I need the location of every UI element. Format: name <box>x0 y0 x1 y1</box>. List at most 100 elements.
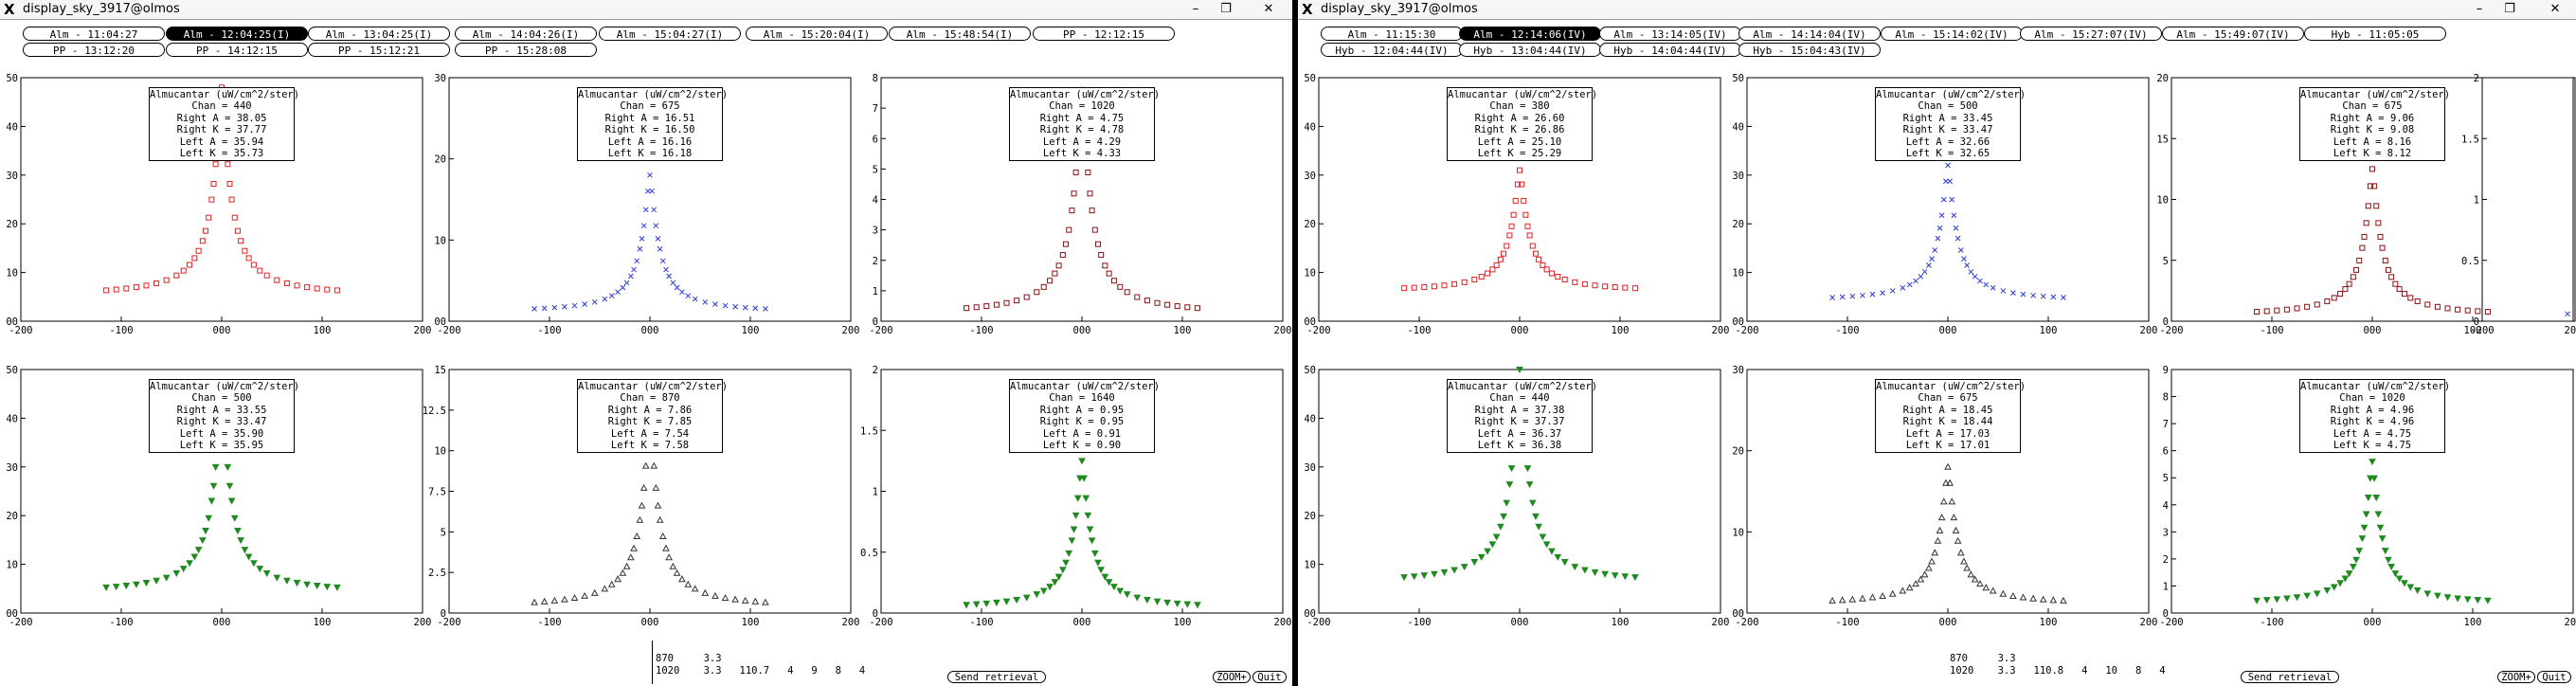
tab-alm-14-14-04-iv[interactable]: Alm - 14:14:04(IV) <box>1738 27 1881 41</box>
data-point <box>2391 570 2400 578</box>
data-point <box>323 584 332 591</box>
tab-alm-14-04-26-i[interactable]: Alm - 14:04:26(I) <box>455 27 597 41</box>
x-tick-label: -100 <box>2260 617 2283 628</box>
tab-alm-15-49-07-iv[interactable]: Alm - 15:49:07(IV) <box>2162 27 2304 41</box>
data-point <box>1488 541 1497 549</box>
restore-icon[interactable]: ❐ <box>2504 2 2515 16</box>
tab-pp-15-12-21[interactable]: PP - 15:12:21 <box>308 43 450 57</box>
y-tick-label: 8 <box>2163 392 2169 404</box>
tab-hyb-15-04-43-iv[interactable]: Hyb - 15:04:43(IV) <box>1738 43 1881 57</box>
x-tick-label: 200 <box>414 325 432 336</box>
data-point <box>1123 591 1131 599</box>
tab-alm-15-20-04-i[interactable]: Alm - 15:20:04(I) <box>746 27 888 41</box>
data-point <box>1946 478 1954 486</box>
x-logo-icon: X <box>1302 1 1313 18</box>
data-point <box>607 580 616 587</box>
tab-pp-12-12-15[interactable]: PP - 12:12:15 <box>1033 27 1175 41</box>
tab-alm-11-15-30[interactable]: Alm - 11:15:30 <box>1321 27 1463 41</box>
tab-alm-15-48-54-i[interactable]: Alm - 15:48:54(I) <box>889 27 1031 41</box>
data-point <box>1961 256 1967 262</box>
data-point <box>1906 281 1913 288</box>
data-point <box>712 301 718 307</box>
tab-alm-12-04-25-i[interactable]: Alm - 12:04:25(I) <box>166 27 308 41</box>
data-point <box>1461 279 1468 285</box>
tab-pp-13-12-20[interactable]: PP - 13:12:20 <box>23 43 165 57</box>
data-point <box>2401 291 2407 298</box>
data-point <box>2382 258 2388 264</box>
tab-alm-12-14-06-iv[interactable]: Alm - 12:14:06(IV) <box>1459 27 1601 41</box>
data-point <box>762 598 769 605</box>
window-divider <box>1292 0 1298 686</box>
data-point <box>1926 262 1932 268</box>
tab-alm-15-27-07-iv[interactable]: Alm - 15:27:07(IV) <box>2020 27 2162 41</box>
data-point <box>1497 523 1504 531</box>
data-point <box>1935 235 1941 242</box>
tab-alm-15-04-27-i[interactable]: Alm - 15:04:27(I) <box>599 27 741 41</box>
close-icon[interactable]: ✕ <box>2549 2 2561 16</box>
tab-alm-13-14-05-iv[interactable]: Alm - 13:14:05(IV) <box>1599 27 1741 41</box>
tab-alm-15-14-02-iv[interactable]: Alm - 15:14:02(IV) <box>1881 27 2023 41</box>
data-point <box>637 245 643 252</box>
info-right-a: Right A = 0.95 <box>1039 404 1125 416</box>
data-point <box>2049 596 2058 604</box>
info-title: Almucantar (uW/cm^2/ster) <box>150 89 300 100</box>
info-chan: Chan = 1020 <box>1049 100 1115 113</box>
data-point <box>163 277 170 283</box>
quit-button[interactable]: Quit <box>2537 671 2571 683</box>
data-point <box>1572 279 1578 285</box>
tab-hyb-12-04-44-iv[interactable]: Hyb - 12:04:44(IV) <box>1321 43 1463 57</box>
tab-hyb-14-04-44-iv[interactable]: Hyb - 14:04:44(IV) <box>1599 43 1741 57</box>
close-icon[interactable]: ✕ <box>1263 2 1274 16</box>
x-tick-label: 200 <box>414 617 432 628</box>
data-point <box>647 172 653 178</box>
y-tick-label: 0 <box>2474 316 2479 328</box>
data-point <box>1519 181 1525 188</box>
info-right-a: Right A = 4.96 <box>2330 404 2415 416</box>
y-tick-label: 3 <box>873 226 878 237</box>
x-tick-label: -100 <box>2260 325 2283 336</box>
zoom-button[interactable]: ZOOM+ <box>1213 671 1251 683</box>
info-right-k: Right K = 37.37 <box>1474 416 1565 428</box>
data-point <box>313 583 321 590</box>
y-tick-label: 15 <box>434 365 446 376</box>
minimize-icon[interactable]: – <box>2476 2 2483 16</box>
zoom-button[interactable]: ZOOM+ <box>2497 671 2535 683</box>
tab-hyb-11-05-05[interactable]: Hyb - 11:05:05 <box>2304 27 2446 41</box>
send-retrieval-button[interactable]: Send retrieval <box>947 671 1046 683</box>
data-point <box>206 214 212 221</box>
x-tick-label: 200 <box>2140 325 2158 336</box>
tab-hyb-13-04-44-iv[interactable]: Hyb - 13:04:44(IV) <box>1459 43 1601 57</box>
titlebar[interactable]: X display_sky_3917@olmos – ❐ ✕ <box>0 0 1292 20</box>
tab-alm-11-04-27[interactable]: Alm - 11:04:27 <box>23 27 165 41</box>
data-point <box>702 298 709 305</box>
data-point <box>751 597 760 605</box>
x-tick-label: -200 <box>1735 325 1758 336</box>
info-left-k: Left K = 4.75 <box>2333 440 2412 452</box>
y-tick-label: 00 <box>1732 316 1744 328</box>
send-retrieval-button[interactable]: Send retrieval <box>2241 671 2339 683</box>
tab-pp-14-12-15[interactable]: PP - 14:12:15 <box>166 43 308 57</box>
data-point <box>1506 232 1513 239</box>
x-tick-label: 000 <box>1073 325 1091 336</box>
data-point <box>639 483 648 491</box>
titlebar[interactable]: X display_sky_3917@olmos – ❐ ✕ <box>1298 0 2576 20</box>
y-tick-label: 20 <box>1304 219 1316 230</box>
data-point <box>103 287 110 294</box>
minimize-icon[interactable]: – <box>1192 2 1199 16</box>
y-tick-label: 7 <box>2163 419 2169 430</box>
restore-icon[interactable]: ❐ <box>1220 2 1232 16</box>
data-point <box>202 528 209 535</box>
data-point <box>2283 306 2290 313</box>
data-point <box>561 595 568 603</box>
data-point <box>2396 286 2403 293</box>
info-chan: Chan = 675 <box>620 100 680 113</box>
tab-pp-15-28-08[interactable]: PP - 15:28:08 <box>455 43 597 57</box>
data-point <box>1934 536 1942 544</box>
x-tick-label: 100 <box>314 617 332 628</box>
data-point <box>1505 481 1514 489</box>
data-point <box>191 255 198 262</box>
quit-button[interactable]: Quit <box>1252 671 1287 683</box>
data-point <box>1069 208 1075 214</box>
tab-alm-13-04-25-i[interactable]: Alm - 13:04:25(I) <box>308 27 450 41</box>
